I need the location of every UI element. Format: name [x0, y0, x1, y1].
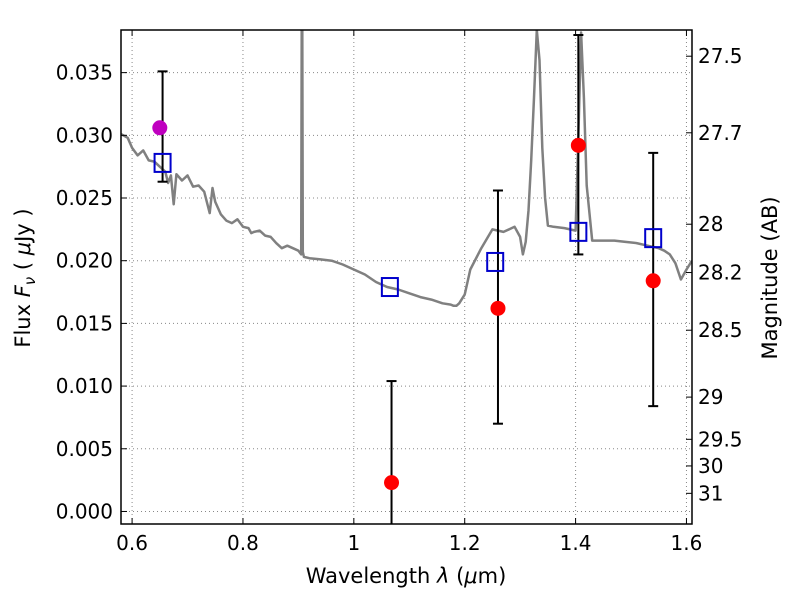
observed-point [645, 273, 661, 289]
y2-tick-label: 28.2 [698, 261, 743, 285]
axis-ticks: 0.6 0.8 1 1.2 1.4 1.6 0.000 0.005 0.010 0.015 0.02… [56, 30, 743, 555]
x-tick-label: 0.8 [227, 531, 259, 555]
y-tick-label: 0.015 [56, 311, 113, 335]
y2-tick-label: 29.5 [698, 427, 743, 451]
x-tick-label: 1.6 [671, 531, 703, 555]
x-tick-label: 0.6 [116, 531, 148, 555]
observed-point [570, 137, 586, 153]
observed-point [384, 475, 400, 491]
y2-tick-label: 27.5 [698, 44, 743, 68]
y-tick-label: 0.030 [56, 123, 113, 147]
y2-tick-label: 27.7 [698, 121, 743, 145]
y-tick-label: 0.025 [56, 186, 113, 210]
plot-area [121, 30, 692, 524]
observed-point [490, 300, 506, 316]
y-axis-label: Flux Fν ( μJy ) [11, 208, 39, 347]
y-tick-label: 0.000 [56, 499, 113, 523]
y2-tick-label: 30 [698, 454, 723, 478]
grid-lines [121, 30, 692, 524]
plot-content [121, 30, 692, 524]
y2-tick-label: 28.5 [698, 318, 743, 342]
model-photometry-box [380, 277, 399, 298]
y-tick-label: 0.020 [56, 249, 113, 273]
model-photometry-box [153, 152, 172, 173]
model-spectrum-line [121, 30, 692, 308]
plot-frame [120, 29, 693, 525]
y-tick-label: 0.035 [56, 61, 113, 85]
y-tick-label: 0.010 [56, 374, 113, 398]
model-photometry-box [644, 228, 663, 249]
y2-tick-label: 31 [698, 481, 723, 505]
y2-axis-label: Magnitude (AB) [758, 196, 782, 359]
model-photometry-box [569, 221, 588, 242]
y2-tick-label: 29 [698, 385, 723, 409]
y-tick-label: 0.005 [56, 437, 113, 461]
x-tick-label: 1.4 [560, 531, 592, 555]
model-photometry-box [486, 251, 505, 272]
observed-point [152, 120, 168, 136]
x-tick-label: 1 [347, 531, 360, 555]
x-axis-label: Wavelength λ (μm) [306, 564, 507, 588]
x-tick-label: 1.2 [449, 531, 481, 555]
y2-tick-label: 28 [698, 212, 723, 236]
